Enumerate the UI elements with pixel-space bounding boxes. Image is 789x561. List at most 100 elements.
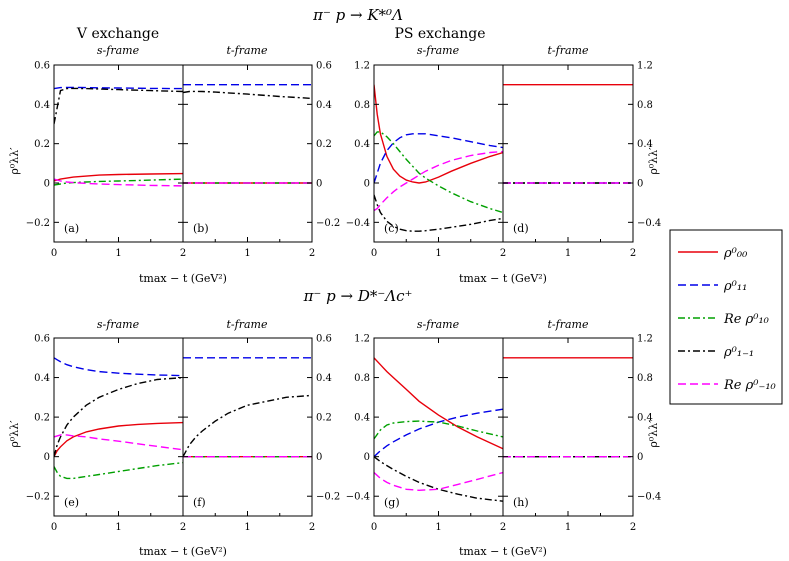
xtick-label-b-0: 1 <box>244 248 250 259</box>
title-bottom: π⁻ p → D*⁻Λc⁺ <box>303 287 413 305</box>
panel-f: −0.2 0 0.2 0.4 0.6 1 2 (f) <box>182 334 340 533</box>
ytick-label-r-b-1: 0 <box>316 179 322 190</box>
xtick-label-a-2: 2 <box>180 248 186 259</box>
series-line-a-4 <box>54 87 183 125</box>
ytick-label-a-2: 0.2 <box>34 139 50 150</box>
series-line-a-2 <box>54 86 183 90</box>
ytick-label-r-b-2: 0.2 <box>316 139 332 150</box>
ytick-label-c-3: 0.8 <box>354 100 370 111</box>
ytick-label-r-d-4: 1.2 <box>637 61 653 72</box>
ylabel-bottom-right: ρ⁰λλ′ <box>647 420 660 448</box>
xtick-label-f-1: 2 <box>309 522 315 533</box>
frame-label-e: s-frame <box>97 318 140 331</box>
panel-label-b: (b) <box>193 222 209 235</box>
xtick-label-c-1: 1 <box>435 248 441 259</box>
ytick-label-g-3: 0.8 <box>354 373 370 384</box>
frame-label-c: s-frame <box>417 44 460 57</box>
series-line-b-4 <box>183 90 312 100</box>
ytick-label-r-f-4: 0.6 <box>316 334 332 345</box>
ytick-label-a-0: −0.2 <box>26 218 50 229</box>
panel-frame-g <box>373 337 504 517</box>
legend-box <box>669 229 783 405</box>
panel-label-a: (a) <box>64 222 79 235</box>
panel-e: −0.2 0 0.2 0.4 0.6 0 1 2 (e) <box>26 334 186 534</box>
ytick-label-r-b-3: 0.4 <box>316 100 332 111</box>
series-line-e-3 <box>54 461 183 480</box>
legend-label-5: Re ρ⁰₋₁₀ <box>723 378 777 393</box>
series-line-c-5 <box>374 150 503 212</box>
xtick-label-g-0: 0 <box>371 522 377 533</box>
xtick-label-d-0: 1 <box>565 248 571 259</box>
legend: ρ⁰₀₀ ρ⁰₁₁ Re ρ⁰₁₀ ρ⁰₁₋₁ Re ρ⁰₋₁₀ <box>669 229 783 405</box>
xtick-label-f-0: 1 <box>244 522 250 533</box>
series-line-a-5 <box>54 178 183 187</box>
ytick-label-r-h-2: 0.4 <box>637 413 653 424</box>
frame-label-b: t-frame <box>227 44 268 57</box>
ytick-label-c-4: 1.2 <box>354 61 370 72</box>
panel-label-f: (f) <box>193 496 206 509</box>
panels: −0.2 0 0.2 0.4 0.6 0 1 2 (a) −0.2 0 0.2 0.4 0.6 1 2 (b) −… <box>26 61 662 534</box>
panel-frame-f <box>182 337 313 517</box>
series-line-e-4 <box>54 376 183 457</box>
xtick-label-e-1: 1 <box>115 522 121 533</box>
series-line-f-4 <box>183 394 312 458</box>
panel-g: −0.4 0 0.4 0.8 1.2 0 1 2 (g) <box>346 334 506 534</box>
title-top: π⁻ p → K*⁰Λ <box>312 6 403 24</box>
ytick-label-g-1: 0 <box>364 452 370 463</box>
ytick-label-r-d-2: 0.4 <box>637 139 653 150</box>
series-line-c-4 <box>374 194 503 232</box>
series-line-c-2 <box>374 133 503 184</box>
panel-b: −0.2 0 0.2 0.4 0.6 1 2 (b) <box>182 61 340 259</box>
section-left-label: V exchange <box>76 26 159 42</box>
xtick-label-d-1: 2 <box>630 248 636 259</box>
section-right-label: PS exchange <box>394 26 485 42</box>
frame-label-h: t-frame <box>548 318 589 331</box>
series-line-g-3 <box>374 420 503 440</box>
ytick-label-c-2: 0.4 <box>354 139 370 150</box>
ytick-label-g-4: 1.2 <box>354 334 370 345</box>
series-line-a-3 <box>54 178 183 186</box>
ytick-label-r-h-3: 0.8 <box>637 373 653 384</box>
xtick-label-b-1: 2 <box>309 248 315 259</box>
ytick-label-e-0: −0.2 <box>26 492 50 503</box>
legend-label-1: ρ⁰₀₀ <box>723 246 748 261</box>
xtick-label-h-0: 1 <box>565 522 571 533</box>
xtick-label-c-0: 0 <box>371 248 377 259</box>
xtick-label-a-0: 0 <box>51 248 57 259</box>
ytick-label-g-2: 0.4 <box>354 413 370 424</box>
legend-label-4: ρ⁰₁₋₁ <box>723 345 754 360</box>
legend-label-2: ρ⁰₁₁ <box>723 279 747 294</box>
panel-frame-h <box>502 337 634 517</box>
legend-label-3: Re ρ⁰₁₀ <box>723 312 770 327</box>
panel-a: −0.2 0 0.2 0.4 0.6 0 1 2 (a) <box>26 61 186 260</box>
series-line-e-1 <box>54 421 183 458</box>
frame-label-a: s-frame <box>97 44 140 57</box>
ytick-label-r-f-0: −0.2 <box>316 492 340 503</box>
xtick-label-h-1: 2 <box>630 522 636 533</box>
xlabel-top-left: tmax − t (GeV²) <box>139 272 227 285</box>
xtick-label-c-2: 2 <box>500 248 506 259</box>
ytick-label-a-4: 0.6 <box>34 61 50 72</box>
xlabel-bottom-left: tmax − t (GeV²) <box>139 545 227 558</box>
ytick-label-r-b-0: −0.2 <box>316 218 340 229</box>
xlabel-top-right: tmax − t (GeV²) <box>459 272 547 285</box>
panel-label-d: (d) <box>513 222 529 235</box>
ytick-label-r-f-1: 0 <box>316 452 322 463</box>
series-line-g-2 <box>374 408 503 458</box>
xtick-label-e-0: 0 <box>51 522 57 533</box>
ylabel-top-right: ρ⁰λλ′ <box>647 147 660 175</box>
xtick-label-g-2: 2 <box>500 522 506 533</box>
xlabel-bottom-right: tmax − t (GeV²) <box>459 545 547 558</box>
ytick-label-a-1: 0 <box>44 179 50 190</box>
panel-c: −0.4 0 0.4 0.8 1.2 0 1 2 (c) <box>346 61 506 260</box>
panel-label-c: (c) <box>384 222 399 235</box>
series-line-c-3 <box>374 131 503 214</box>
panel-d: −0.4 0 0.4 0.8 1.2 1 2 (d) <box>502 61 661 259</box>
ytick-label-e-2: 0.2 <box>34 413 50 424</box>
panel-frame-e <box>53 337 184 517</box>
series-line-c-1 <box>374 84 503 184</box>
ytick-label-r-d-3: 0.8 <box>637 100 653 111</box>
xtick-label-g-1: 1 <box>435 522 441 533</box>
ytick-label-r-d-0: −0.4 <box>637 218 661 229</box>
